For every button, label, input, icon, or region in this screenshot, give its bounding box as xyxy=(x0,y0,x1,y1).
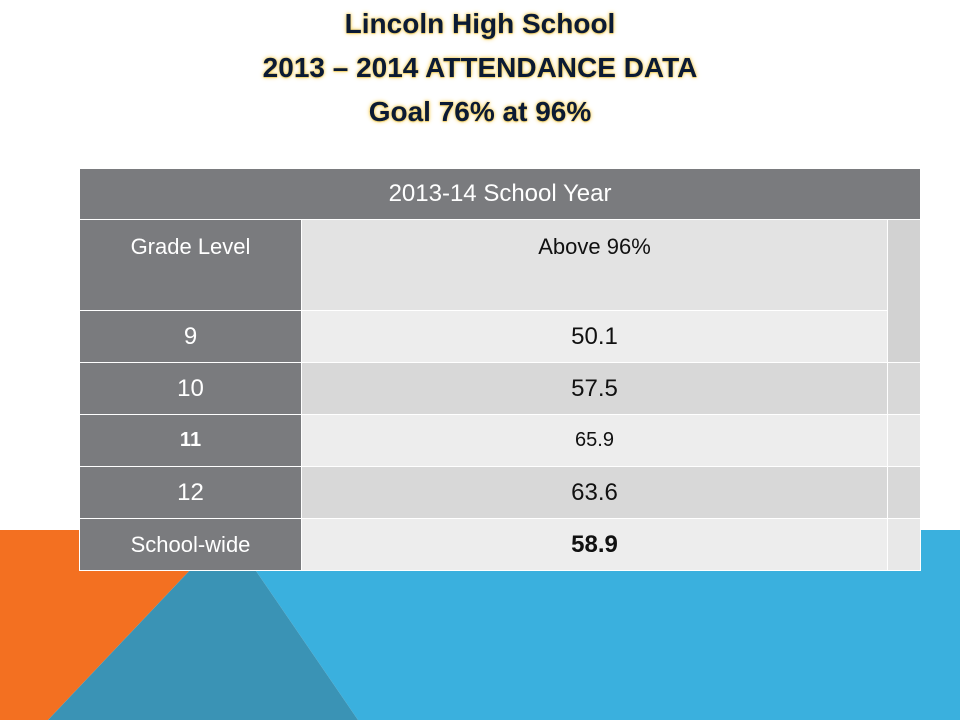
school-year-header: 2013-14 School Year xyxy=(78,168,922,220)
grade-cell: 12 xyxy=(79,466,302,519)
empty-cell xyxy=(886,414,922,467)
value-cell: 63.6 xyxy=(301,466,888,519)
table-header-row: 2013-14 School Year xyxy=(78,168,922,220)
title-goal: Goal 76% at 96% xyxy=(368,96,592,127)
table-row: 10 57.5 xyxy=(79,362,922,415)
empty-cell xyxy=(886,362,922,415)
column-header-row: Grade Level Above 96% xyxy=(79,219,922,363)
empty-cell xyxy=(886,518,922,571)
empty-cell xyxy=(886,466,922,519)
attendance-table: 2013-14 School Year Grade Level Above 96… xyxy=(78,168,922,571)
title-attendance-data: 2013 – 2014 ATTENDANCE DATA xyxy=(262,52,698,83)
value-cell: 50.1 xyxy=(301,310,888,363)
grade-cell: School-wide xyxy=(79,518,302,571)
empty-cell xyxy=(886,219,922,363)
grade-level-header: Grade Level xyxy=(79,219,302,311)
table-row: 12 63.6 xyxy=(79,466,922,519)
above-96-header: Above 96% xyxy=(301,219,888,311)
grade-cell: 11 xyxy=(79,414,302,467)
orange-shape xyxy=(0,530,228,720)
value-cell: 57.5 xyxy=(301,362,888,415)
table-row: School-wide 58.9 xyxy=(79,518,922,571)
table-row: 11 65.9 xyxy=(79,414,922,467)
dark-blue-shape xyxy=(48,530,358,720)
light-blue-shape xyxy=(228,530,960,720)
value-cell: 65.9 xyxy=(301,414,888,467)
table-row: 9 50.1 xyxy=(79,310,921,363)
slide-title: Lincoln High School 2013 – 2014 ATTENDAN… xyxy=(0,2,960,134)
grade-cell: 10 xyxy=(79,362,302,415)
attendance-table-container: 2013-14 School Year Grade Level Above 96… xyxy=(78,168,922,571)
grade-cell: 9 xyxy=(79,310,302,363)
value-cell: 58.9 xyxy=(301,518,888,571)
title-school-name: Lincoln High School xyxy=(344,8,616,39)
